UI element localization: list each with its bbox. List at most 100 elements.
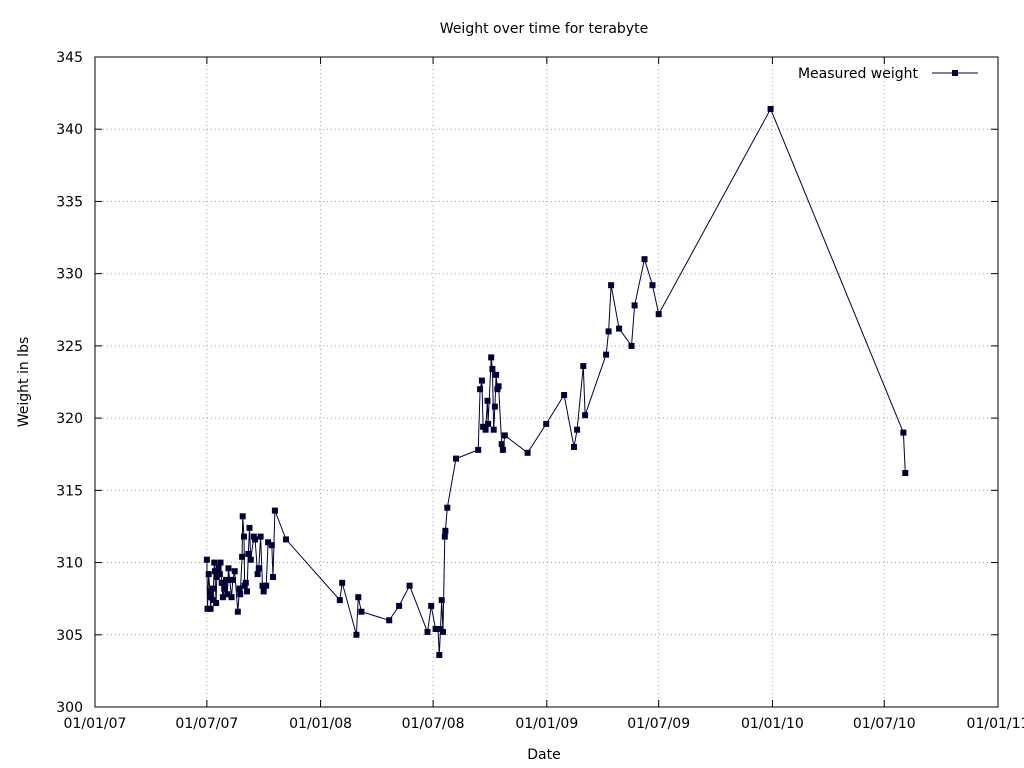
data-point [339,579,346,586]
data-point [229,576,236,583]
x-tick-label: 01/01/07 [64,716,127,732]
data-point [498,441,505,448]
data-point [209,585,216,592]
data-point [252,536,259,543]
data-point [355,594,362,601]
y-tick-label: 305 [56,628,83,644]
data-point [475,446,482,453]
data-point [213,574,220,580]
data-point [428,602,435,609]
legend-label: Measured weight [798,66,919,82]
y-tick-label: 320 [56,411,83,427]
x-tick-label: 01/01/09 [515,716,578,732]
data-point [767,106,774,112]
y-tick-label: 310 [56,556,83,572]
data-point [477,386,484,393]
data-point [580,363,587,370]
data-point [218,579,225,586]
data-point [485,420,492,427]
data-point [215,565,222,572]
data-point [582,412,589,419]
y-axis-label: Weight in lbs [16,337,32,428]
data-point [242,579,249,586]
data-point [246,524,253,531]
x-axis-label: Date [527,747,560,763]
data-point [574,426,581,433]
data-point [442,527,449,534]
data-point [237,591,244,598]
x-tick-label: 01/01/11 [967,716,1024,732]
data-point [216,571,223,578]
data-point [484,397,491,404]
data-point [493,371,500,378]
data-point [571,444,577,450]
data-point [353,631,360,638]
data-point [336,597,343,604]
data-point [254,571,261,578]
data-point [239,553,246,560]
data-point [441,533,448,540]
data-point [234,608,241,615]
y-tick-label: 345 [56,50,83,66]
data-point [259,582,266,589]
gridlines [95,57,998,707]
data-point [616,325,623,332]
legend-marker [952,70,958,76]
data-point [231,568,238,575]
data-point [655,311,662,318]
data-point [260,588,267,595]
data-point [628,342,635,349]
data-point [649,282,656,289]
data-point [271,507,278,514]
data-point [223,576,229,583]
data-point [245,550,252,557]
data-point [211,568,218,575]
x-tick-label: 01/01/10 [741,716,804,732]
y-tick-label: 315 [56,483,83,499]
data-point [543,420,550,427]
data-point [236,585,243,592]
y-tick-label: 335 [56,194,83,210]
data-point [255,565,262,572]
data-point [358,608,365,615]
data-point [225,565,232,572]
data-point [561,392,568,398]
data-point [603,351,610,358]
data-point [524,449,531,456]
data-point [224,591,231,598]
data-point [268,542,275,549]
axis-ticks: 300 305 310 315 320 325 330 335 340 345 01/01/07 01… [56,50,1024,732]
data-point [440,628,446,635]
data-point [491,403,498,410]
data-point [436,652,443,658]
data-point [490,426,497,433]
data-point [213,600,220,606]
data-point [495,383,502,390]
data-point [608,282,615,289]
x-tick-label: 01/01/08 [289,716,352,732]
data-point [247,556,254,563]
data-point [900,429,907,436]
data-point [207,605,214,612]
x-tick-label: 01/07/10 [853,716,916,732]
x-tick-label: 01/07/08 [402,716,465,732]
data-point [605,328,612,335]
data-point [221,585,228,592]
data-point [386,617,393,624]
data-point [203,556,210,563]
data-point [501,432,508,439]
data-point [499,446,506,453]
y-tick-label: 325 [56,339,83,355]
data-point [488,354,495,361]
data-point [424,628,431,635]
data-point [219,594,226,601]
data-point [406,582,413,589]
data-point [438,597,445,604]
data-point [244,588,250,595]
y-tick-label: 300 [56,700,83,716]
data-point [239,513,246,520]
data-point [265,539,272,546]
data-point [257,533,264,540]
y-tick-label: 340 [56,122,83,138]
